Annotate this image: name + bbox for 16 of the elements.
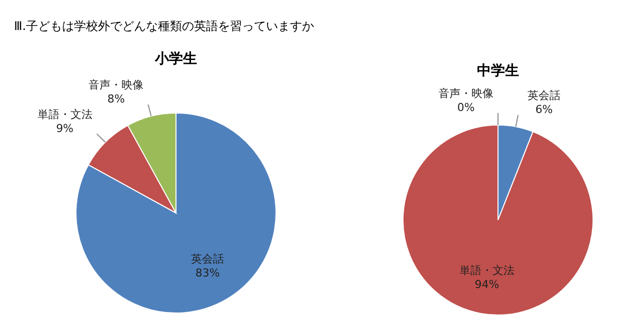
data-label: 94% [474,278,500,291]
slice-label: 単語・文法 [459,264,514,277]
data-label: 83% [195,266,220,280]
pie-slice [402,124,594,316]
data-label: 8% [107,92,125,106]
text: 0% [457,101,475,114]
data-label: 6% [535,102,553,116]
slice-label: 音声・映像 [88,78,144,92]
category-label: 音声・映像 [438,87,494,100]
slice-label: 英会話 [191,252,224,266]
chart-title: 中学生 [477,63,519,79]
slice-label: 英会話 [528,88,561,102]
text: Ⅲ.子どもは学校外でどんな種類の英語を習っていますか [14,19,314,33]
slice-label: 単語・文法 [37,108,92,121]
data-label: 9% [56,122,74,135]
chart-title: 小学生 [154,51,197,67]
